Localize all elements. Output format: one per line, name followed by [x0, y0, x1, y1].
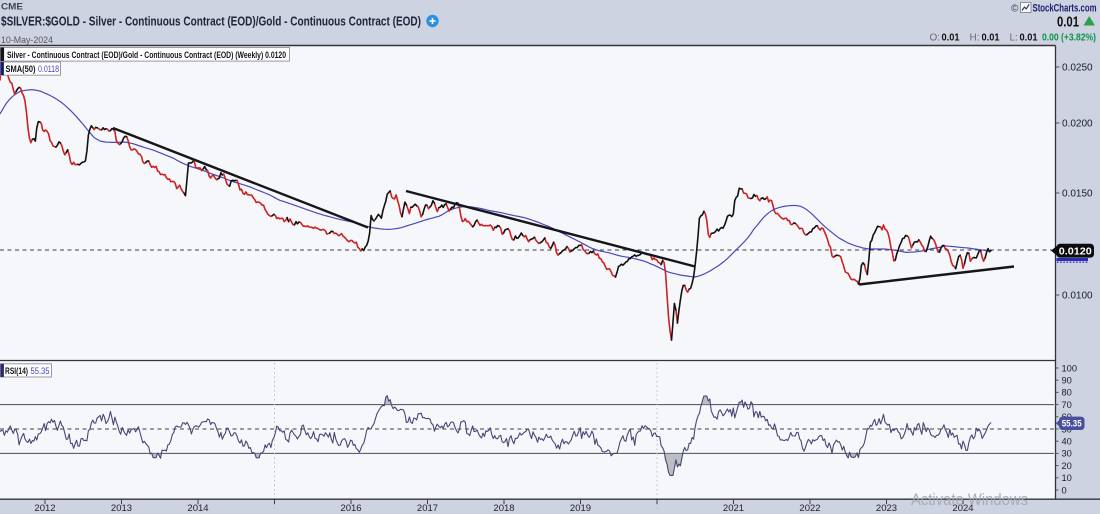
svg-text:80: 80 [1062, 388, 1072, 398]
svg-text:0.0150: 0.0150 [1062, 189, 1093, 200]
svg-text:2017: 2017 [417, 503, 438, 514]
svg-text:55.35: 55.35 [1062, 418, 1082, 428]
svg-text:0.01: 0.01 [1057, 15, 1079, 31]
svg-text:StockCharts.com: StockCharts.com [1033, 3, 1097, 15]
svg-text:L:: L: [1010, 33, 1018, 44]
svg-text:0.01: 0.01 [982, 33, 1000, 44]
svg-text:2022: 2022 [799, 503, 820, 514]
svg-text:100: 100 [1062, 363, 1078, 373]
svg-text:0: 0 [1062, 485, 1067, 495]
svg-text:SMA(50): SMA(50) [6, 64, 36, 74]
svg-text:0.00 (+3.82%): 0.00 (+3.82%) [1042, 33, 1096, 44]
svg-text:0.01: 0.01 [1020, 33, 1038, 44]
svg-text:2019: 2019 [570, 503, 591, 514]
svg-text:RSI(14): RSI(14) [5, 366, 28, 376]
svg-text:0.0200: 0.0200 [1062, 119, 1093, 130]
svg-text:H:: H: [970, 33, 980, 44]
svg-text:40: 40 [1062, 437, 1072, 447]
svg-text:0.0100: 0.0100 [1062, 291, 1093, 302]
svg-text:CME: CME [1, 2, 23, 13]
svg-text:2014: 2014 [187, 503, 208, 514]
svg-text:Activate Windows: Activate Windows [911, 491, 1028, 509]
svg-text:2021: 2021 [723, 503, 744, 514]
svg-text:2016: 2016 [340, 503, 361, 514]
svg-text:2023: 2023 [876, 503, 897, 514]
svg-text:$SILVER:$GOLD - Silver - Conti: $SILVER:$GOLD - Silver - Continuous Cont… [1, 15, 421, 29]
svg-text:2018: 2018 [493, 503, 514, 514]
svg-text:O:: O: [930, 33, 941, 44]
svg-text:0.0120: 0.0120 [1059, 246, 1092, 257]
svg-text:70: 70 [1062, 400, 1072, 410]
svg-text:20: 20 [1062, 461, 1072, 471]
svg-text:10-May-2024: 10-May-2024 [1, 35, 53, 46]
svg-text:2012: 2012 [34, 503, 55, 514]
svg-text:Silver - Continuous Contract (: Silver - Continuous Contract (EOD)/Gold … [7, 50, 286, 60]
svg-text:0.0118: 0.0118 [38, 64, 59, 74]
svg-text:©: © [1011, 4, 1019, 15]
svg-text:90: 90 [1062, 376, 1072, 386]
svg-text:30: 30 [1062, 449, 1072, 459]
svg-text:0.01: 0.01 [942, 33, 960, 44]
svg-text:55.35: 55.35 [31, 366, 50, 376]
svg-text:2024: 2024 [952, 503, 973, 514]
svg-text:10: 10 [1062, 473, 1072, 483]
svg-text:2013: 2013 [111, 503, 132, 514]
svg-text:0.0250: 0.0250 [1062, 63, 1093, 74]
